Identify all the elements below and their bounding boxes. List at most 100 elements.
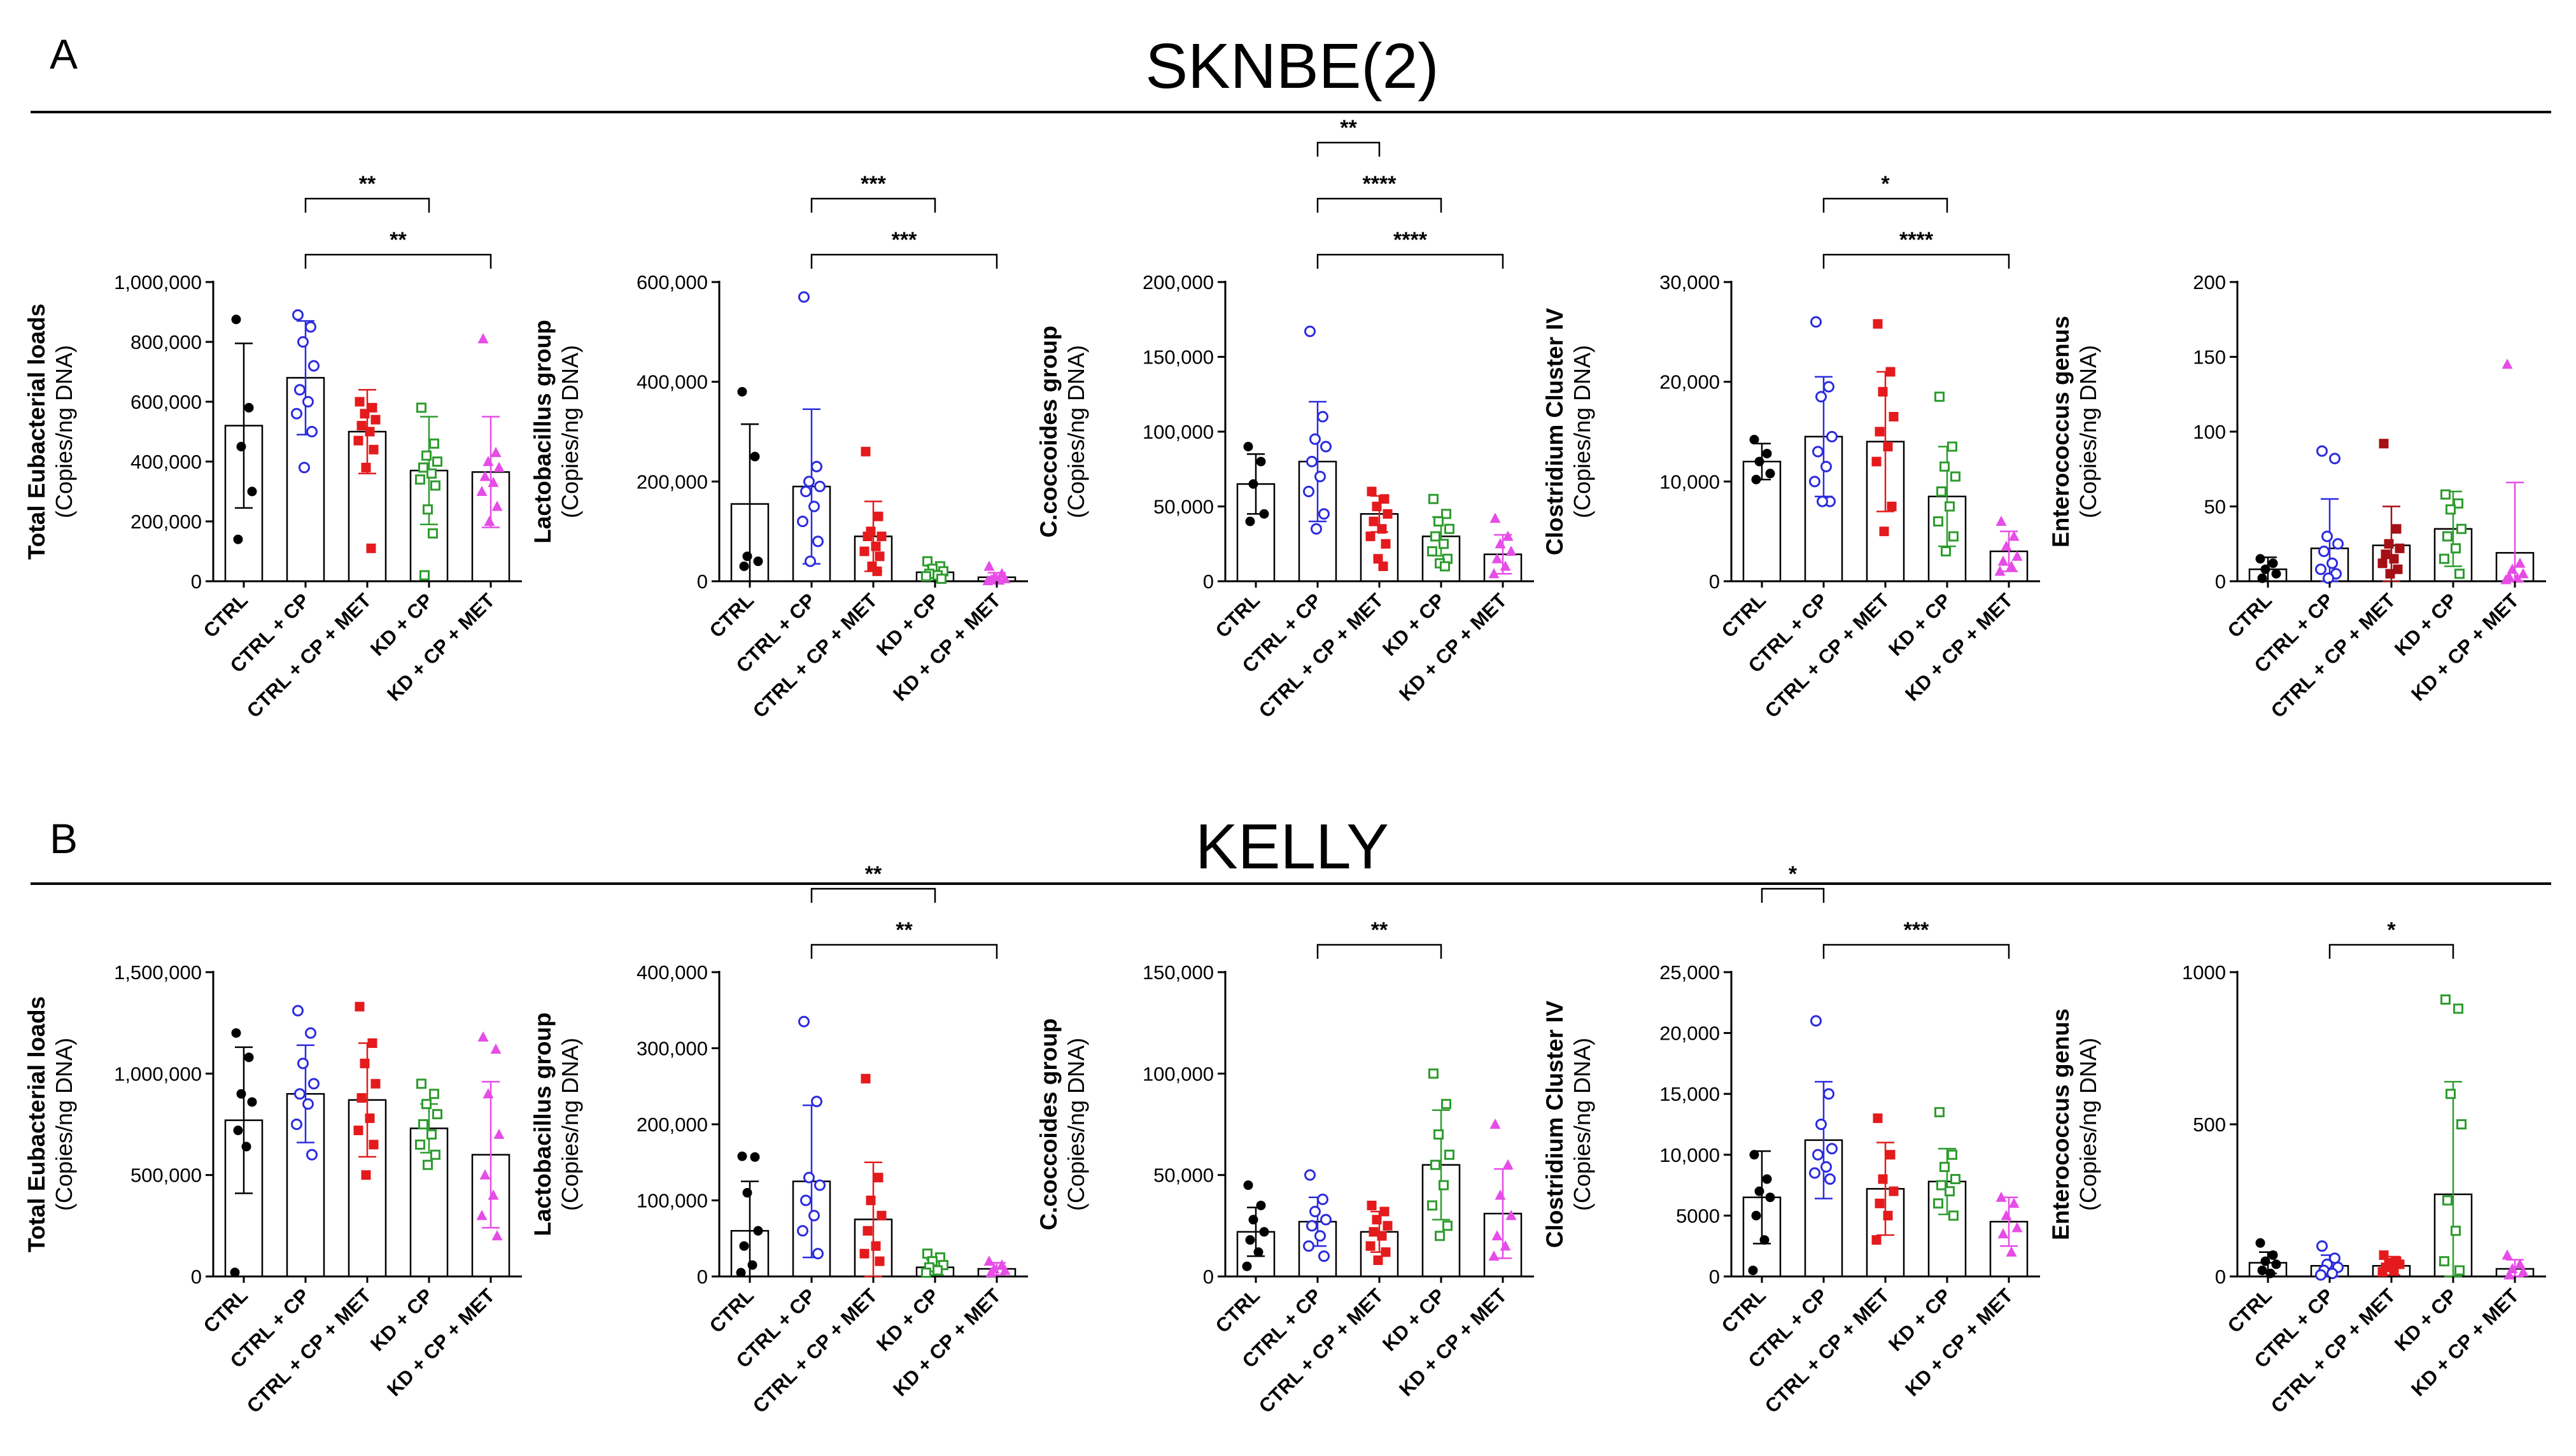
data-point	[1505, 1210, 1517, 1220]
data-point	[1314, 1230, 1326, 1242]
y-axis-title: Total Eubacterial loads	[24, 996, 50, 1252]
data-point	[1500, 560, 1511, 571]
data-point	[479, 1169, 491, 1180]
data-point	[1383, 509, 1393, 519]
data-point	[736, 1268, 746, 1278]
data-point	[1365, 1241, 1376, 1251]
data-point	[936, 574, 947, 584]
significance-bracket	[1822, 197, 1948, 213]
data-point	[1304, 1169, 1316, 1181]
data-point	[1317, 1193, 1328, 1205]
data-point	[2502, 358, 2513, 369]
data-point	[2006, 1246, 2017, 1257]
data-point	[2265, 1268, 2276, 1278]
data-point	[1936, 1180, 1946, 1191]
data-point	[1873, 1113, 1883, 1123]
data-point	[1502, 530, 1514, 541]
data-point	[1809, 476, 1820, 488]
data-point	[2446, 1089, 2456, 1099]
data-point	[1367, 1200, 1377, 1210]
x-tick-label: KD + CP + MET	[1395, 1284, 1511, 1401]
data-point	[1439, 1180, 1449, 1191]
data-point	[872, 566, 882, 576]
data-point	[2500, 574, 2512, 584]
data-point	[1430, 1159, 1440, 1170]
data-point	[2271, 569, 2281, 579]
data-point	[308, 360, 320, 372]
data-point	[2389, 1265, 2399, 1275]
data-point	[1885, 367, 1896, 377]
data-point	[1879, 527, 1889, 537]
x-tick-label: KD + CP + MET	[889, 1284, 1005, 1401]
data-point	[2385, 569, 2395, 579]
data-point	[1439, 539, 1449, 549]
significance-label: **	[1340, 116, 1357, 140]
data-point	[1243, 1180, 1253, 1191]
data-point	[353, 1126, 363, 1136]
data-point	[1500, 1240, 1511, 1251]
data-point	[1823, 381, 1834, 393]
data-point	[1488, 568, 1500, 579]
data-point	[1383, 1220, 1393, 1231]
x-tick-label: KD + CP + MET	[1901, 1284, 2017, 1401]
data-point	[1878, 386, 1888, 397]
y-tick-label: 50,000	[1153, 1164, 1214, 1187]
significance-label: **	[865, 862, 882, 886]
data-point	[2454, 569, 2465, 579]
data-point	[1243, 442, 1253, 451]
panel-a-header: A SKNBE(2)	[31, 31, 2551, 113]
data-point	[1933, 1198, 1943, 1209]
data-point	[1759, 1235, 1770, 1245]
data-point	[2517, 568, 2529, 579]
data-point	[1826, 430, 1838, 442]
data-point	[429, 438, 439, 449]
data-point	[2439, 553, 2449, 564]
data-point	[1889, 412, 1899, 421]
data-point	[2332, 538, 2344, 550]
data-point	[2384, 539, 2394, 549]
data-point	[2503, 1269, 2515, 1280]
data-point	[1826, 1143, 1838, 1155]
data-point	[742, 551, 752, 562]
data-point	[1941, 546, 1951, 556]
y-tick-label: 0	[2215, 1266, 2226, 1288]
data-point	[292, 309, 304, 321]
significance-bracket	[810, 253, 998, 269]
y-tick-label: 1,000,000	[114, 271, 202, 293]
data-point	[366, 543, 376, 553]
significance-label: *	[2387, 918, 2396, 942]
y-axis-title: Lactobacillus group	[530, 320, 556, 544]
significance-bracket	[1761, 887, 1825, 903]
data-point	[2260, 1256, 2270, 1266]
significance-bracket	[304, 253, 492, 269]
data-point	[370, 414, 381, 425]
data-point	[1754, 456, 1764, 467]
data-point	[2453, 1003, 2463, 1014]
y-tick-label: 50,000	[1153, 496, 1214, 518]
data-point	[1365, 532, 1376, 541]
x-tick-label: CTRL	[199, 1284, 252, 1337]
y-axis-title: Lactobacillus group	[530, 1012, 556, 1236]
data-point	[1495, 1189, 1506, 1200]
y-tick-label: 500,000	[130, 1164, 202, 1187]
data-point	[1306, 456, 1318, 467]
data-point	[2439, 1256, 2449, 1267]
y-tick-label: 200,000	[637, 1113, 708, 1136]
y-tick-label: 600,000	[130, 391, 202, 413]
data-point	[2517, 1266, 2529, 1276]
y-axis-title: Enterococcus genus	[2048, 316, 2074, 548]
data-point	[737, 386, 747, 397]
significance-label: **	[1371, 918, 1388, 942]
data-point	[1817, 495, 1828, 507]
data-point	[2456, 523, 2467, 534]
y-tick-label: 200	[2193, 271, 2226, 293]
data-point	[302, 396, 314, 407]
data-point	[477, 1031, 489, 1042]
data-point	[430, 1149, 440, 1160]
data-point	[1765, 469, 1775, 479]
significance-label: ****	[1899, 228, 1934, 252]
data-point	[1259, 1227, 1269, 1237]
data-point	[418, 462, 428, 473]
data-point	[356, 421, 367, 431]
data-point	[875, 551, 885, 562]
